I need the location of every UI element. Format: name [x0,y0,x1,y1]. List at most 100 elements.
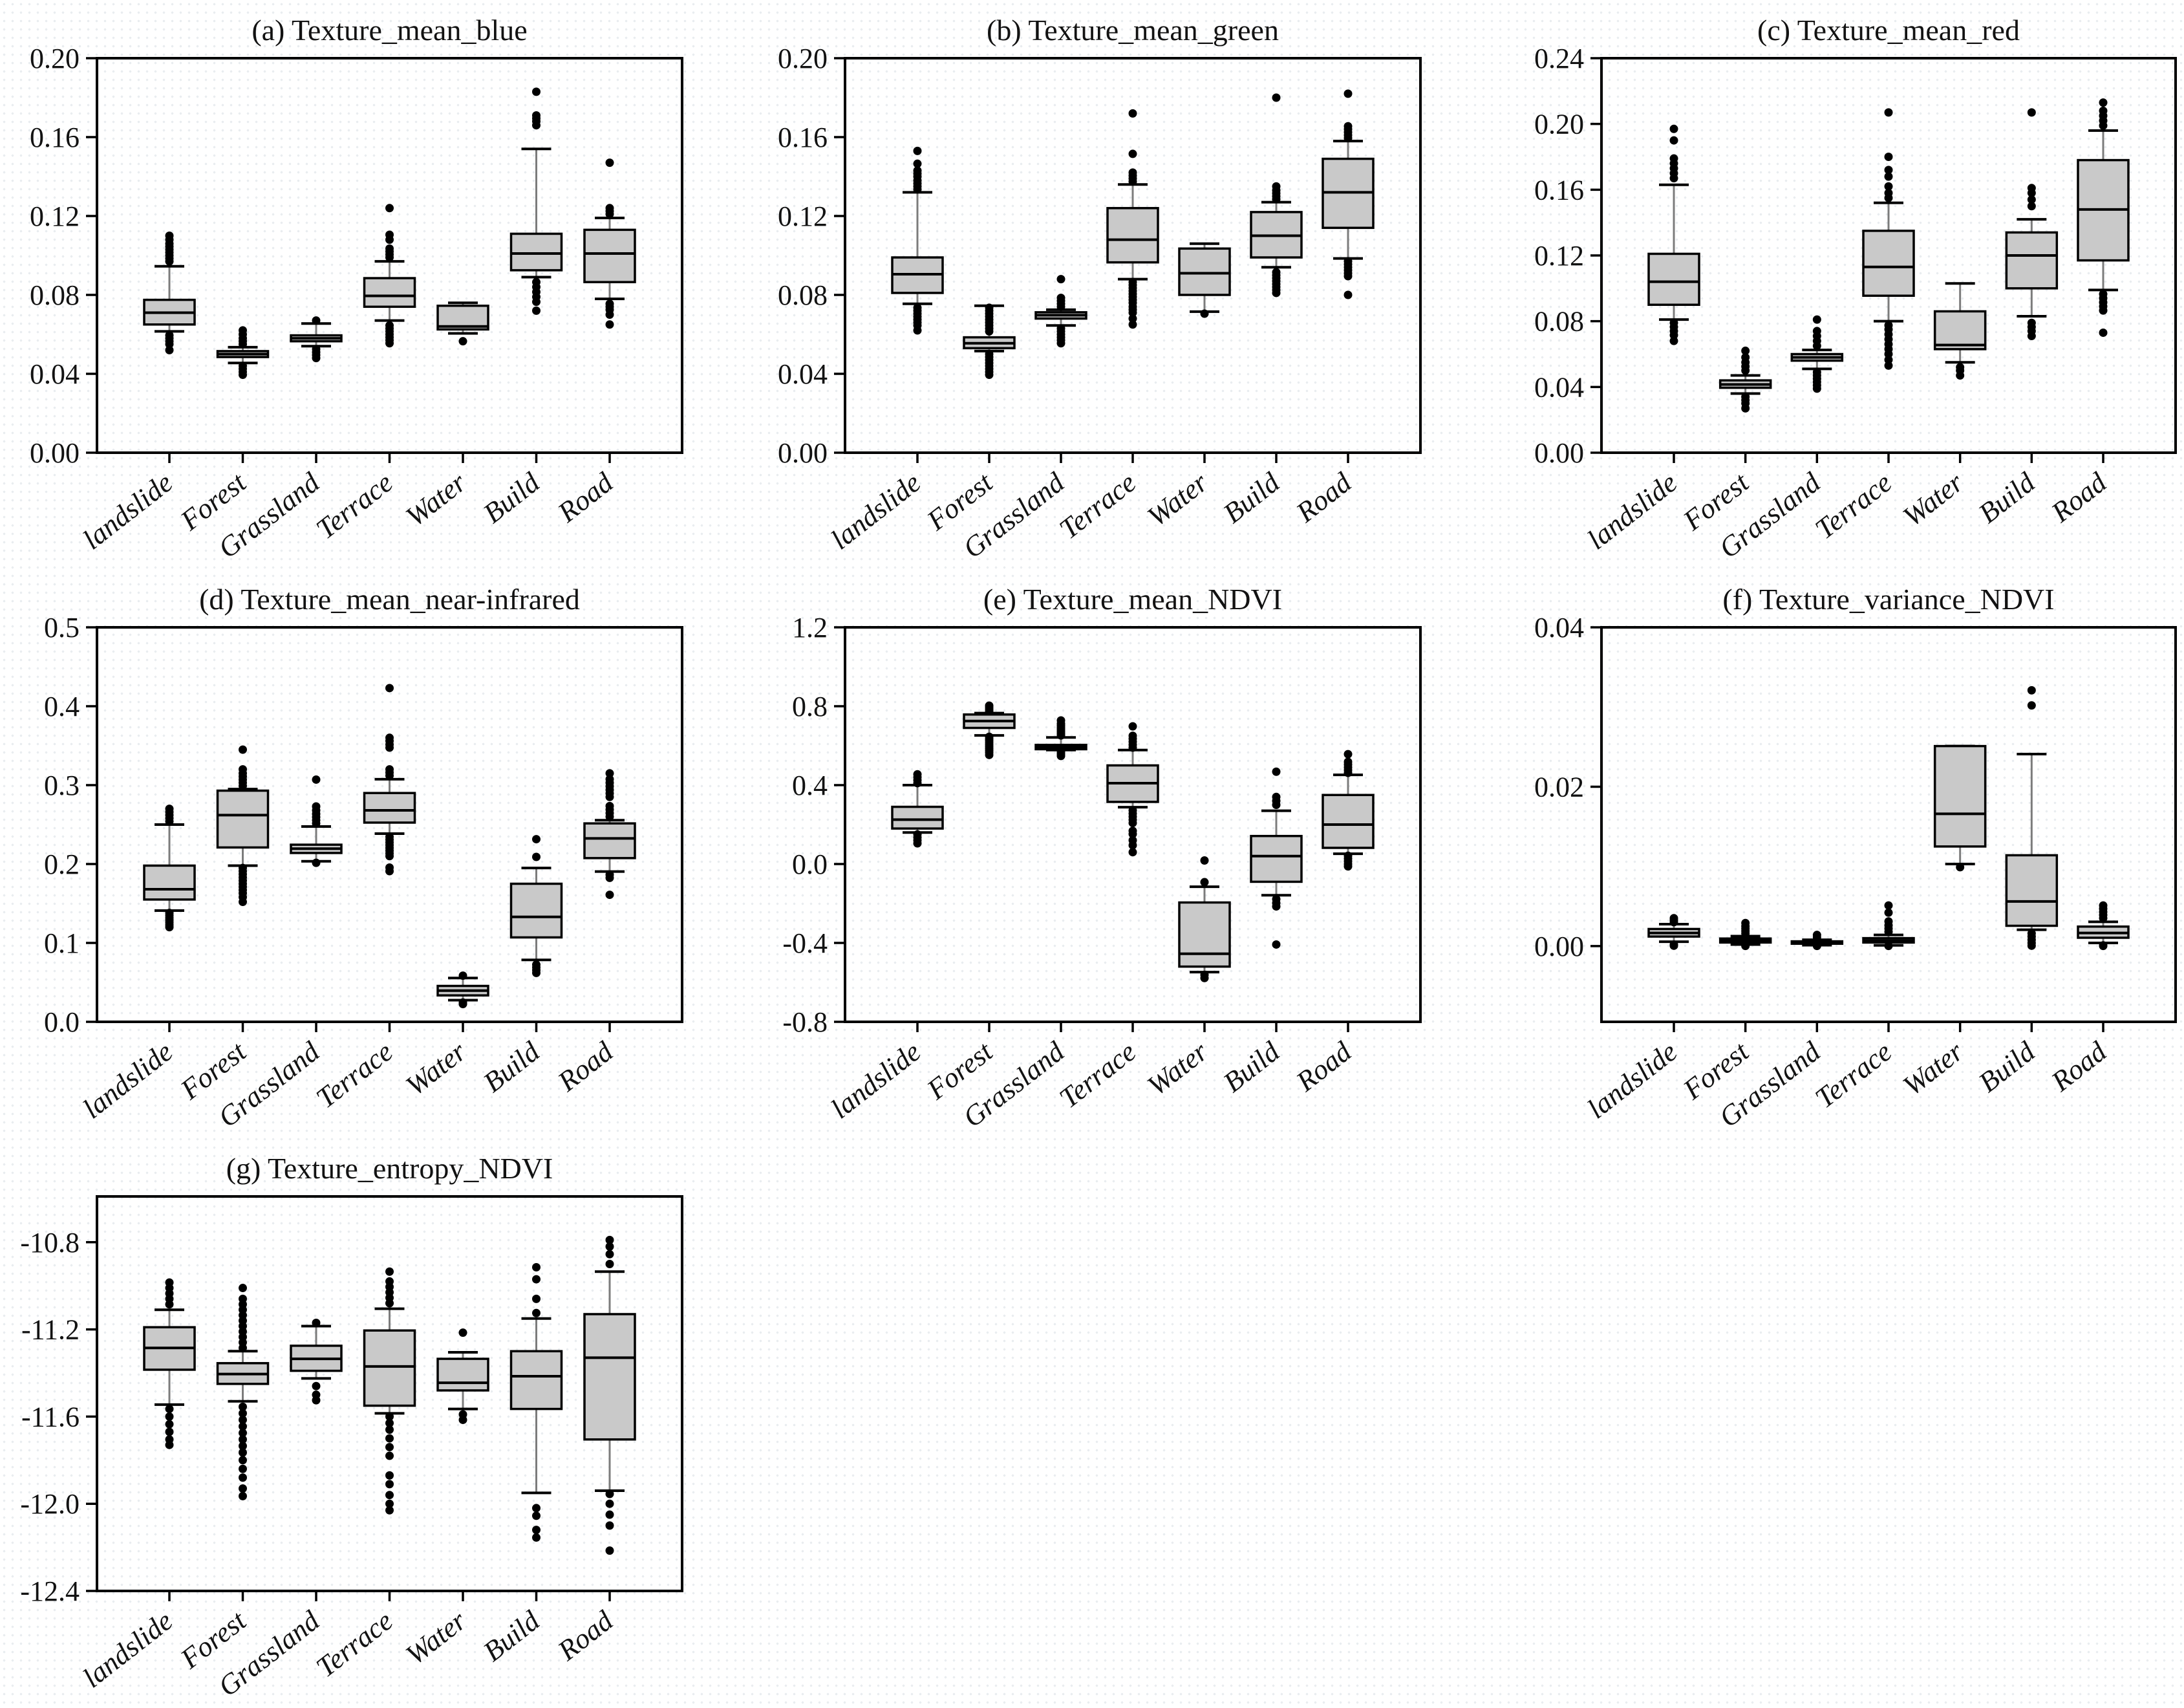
box-f-terrace [1862,901,1915,951]
x-tick-label-terrace: Terrace [1809,466,1898,545]
outlier-dot [385,1451,394,1460]
outlier-dot [385,1480,394,1489]
plot-title-c: (c) Texture_mean_red [1757,14,2020,47]
outlier-dot [605,1242,614,1251]
outlier-dot [2027,195,2036,204]
outlier-dot [1884,172,1893,181]
outlier-dot [532,852,541,861]
outlier-dot [2099,942,2108,951]
outlier-dot [1669,336,1678,345]
outlier-dot [532,1294,541,1303]
outlier-dot [1884,153,1893,161]
y-tick-label: 0.08 [1534,306,1584,338]
subplot-f: (f) Texture_variance_NDVI 0.00 0.02 0.04 lan… [1456,569,2184,1138]
y-tick-label: 0.04 [1534,612,1584,643]
x-tick-label-landslide: landslide [1581,1035,1683,1125]
outlier-dot [1884,901,1893,910]
box-b-water [1178,242,1231,318]
y-tick-label: 0.24 [1534,43,1584,74]
plot-title-g: (g) Texture_entropy_NDVI [226,1152,553,1185]
box-g-build [509,1263,563,1542]
plot-title-f: (f) Texture_variance_NDVI [1722,583,2054,616]
box-f-grassland [1790,931,1844,951]
y-tick-label: 0.0 [44,1006,80,1038]
outlier-dot [1128,168,1137,177]
outlier-dot [1741,353,1750,362]
iqr-box [143,864,196,901]
box-b-road [1322,89,1375,299]
outlier-dot [385,1425,394,1434]
outlier-dot [2027,332,2036,341]
outlier-dot [1884,182,1893,191]
x-tick-label-terrace: Terrace [310,466,399,545]
box-d-road [583,769,636,900]
outlier-dot [385,1277,394,1286]
outlier-dot [985,371,994,380]
y-tick-label: 0.00 [1534,437,1584,469]
outlier-dot [1272,767,1281,776]
outlier-dot [2027,686,2036,695]
iqr-box [2005,231,2059,290]
outlier-dot [532,306,541,315]
x-tick-label-road: Road [551,1605,619,1667]
box-d-terrace [363,684,416,876]
outlier-dot [312,802,321,811]
outlier-dot [165,1427,174,1436]
outlier-dot [1128,308,1137,317]
outlier-dot [1669,136,1678,145]
outlier-dot [532,968,541,977]
outlier-dot [239,898,247,907]
x-tick-label-terrace: Terrace [310,1035,399,1114]
y-tick-label: 0.20 [778,43,828,74]
iqr-box [1933,744,1987,848]
outlier-dot [165,232,174,240]
iqr-box [583,1313,636,1441]
outlier-dot [312,1396,321,1405]
outlier-dot [239,1484,247,1493]
box-a-forest [216,326,270,380]
outlier-dot [385,1491,394,1500]
iqr-box [583,822,636,859]
subplot-c: (c) Texture_mean_red 0.00 0.04 0.08 0.12 0.16… [1456,0,2184,569]
outlier-dot [605,204,614,213]
outlier-dot [532,297,541,307]
box-f-landslide [1647,914,1700,950]
box-e-water [1178,856,1231,982]
outlier-dot [1884,108,1893,117]
outlier-dot [1669,330,1678,340]
x-tick-label-landslide: landslide [825,1035,926,1125]
outlier-dot [605,775,614,784]
outlier-dot [239,765,247,774]
outlier-dot [1344,862,1353,871]
box-d-grassland [290,775,343,867]
outlier-dot [385,1499,394,1508]
outlier-dot [165,340,174,349]
box-d-water [436,971,489,1009]
outlier-dot [532,111,541,120]
outlier-dot [985,750,994,759]
x-tick-label-landslide: landslide [77,466,178,556]
box-c-terrace [1862,108,1915,370]
iqr-box [891,805,944,830]
outlier-dot [458,1000,467,1009]
box-b-terrace [1106,109,1159,329]
y-tick-label: 0.16 [778,122,828,153]
iqr-box [509,232,563,272]
outlier-dot [605,801,614,810]
outlier-dot [458,1415,467,1424]
x-tick-label-build: Build [1217,466,1286,530]
outlier-dot [1128,841,1137,850]
outlier-dot [1272,940,1281,949]
iqr-box [583,228,636,283]
y-tick-label: -11.6 [21,1401,80,1432]
box-c-water [1933,282,1987,380]
x-tick-label-road: Road [2045,466,2113,529]
box-g-water [436,1328,489,1424]
outlier-dot [1884,942,1893,951]
outlier-dot [1344,272,1353,281]
outlier-dot [385,230,394,239]
outlier-dot [605,1521,614,1530]
box-g-forest [216,1284,270,1500]
outlier-dot [1344,89,1353,98]
y-tick-label: 0.16 [30,122,80,153]
